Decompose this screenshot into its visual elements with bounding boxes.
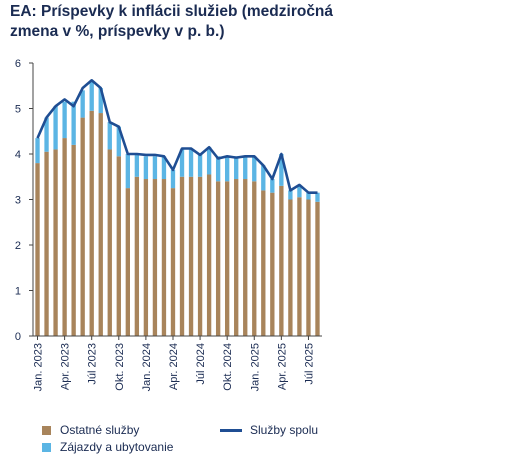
- x-tick-label: Júl 2024: [195, 343, 207, 385]
- bar-zajazdy: [252, 156, 257, 182]
- bar-ostatne: [288, 199, 293, 336]
- bar-ostatne: [243, 179, 248, 336]
- bar-zajazdy: [98, 88, 103, 114]
- y-tick-label: 0: [15, 331, 21, 343]
- bar-ostatne: [261, 190, 266, 336]
- bar-ostatne: [53, 149, 58, 336]
- bar-zajazdy: [35, 138, 40, 164]
- legend-item-spolu: Služby spolu: [220, 423, 318, 437]
- bar-zajazdy: [315, 192, 320, 202]
- bar-zajazdy: [215, 156, 221, 182]
- x-tick-label: Apr. 2024: [168, 343, 180, 390]
- bar-zajazdy: [288, 190, 293, 200]
- bar-zajazdy: [107, 122, 112, 150]
- bar-zajazdy: [234, 156, 239, 180]
- y-tick-label: 4: [15, 149, 21, 161]
- bar-zajazdy: [116, 126, 121, 157]
- bar-zajazdy: [261, 165, 266, 191]
- bar-zajazdy: [143, 156, 149, 180]
- bar-ostatne: [297, 197, 302, 336]
- bar-ostatne: [152, 179, 158, 336]
- line-series: [36, 79, 318, 194]
- legend-label-spolu: Služby spolu: [250, 423, 319, 437]
- bar-ostatne: [134, 176, 140, 336]
- bar-zajazdy: [134, 154, 140, 177]
- chart-title: EA: Príspevky k inflácii služieb (medzir…: [10, 3, 334, 40]
- bar-zajazdy: [80, 90, 85, 118]
- bar-ostatne: [215, 181, 221, 336]
- x-tick-label: Okt. 2024: [222, 343, 234, 391]
- y-tick-label: 5: [15, 104, 21, 116]
- x-tick-label: Jan. 2023: [33, 343, 45, 391]
- bar-zajazdy: [125, 154, 130, 189]
- bar-ostatne: [197, 176, 203, 336]
- bar-ostatne: [188, 176, 194, 336]
- legend-label-zajazdy: Zájazdy a ubytovanie: [60, 440, 174, 454]
- x-tick-label: Jan. 2024: [141, 343, 153, 391]
- bar-ostatne: [170, 188, 176, 336]
- bar-zajazdy: [188, 149, 194, 177]
- bar-ostatne: [279, 185, 284, 336]
- bar-ostatne: [107, 149, 112, 336]
- bar-ostatne: [252, 181, 257, 336]
- x-tick-label: Júl 2025: [303, 343, 315, 385]
- bar-zajazdy: [170, 169, 176, 189]
- legend-swatch-zajazdy: [42, 442, 51, 452]
- x-axis: Jan. 2023 Apr. 2023 Júl 2023 Okt. 2023 Jan. …: [33, 335, 322, 391]
- bar-ostatne: [270, 192, 275, 336]
- bar-zajazdy: [206, 147, 212, 175]
- bar-zajazdy: [152, 156, 158, 180]
- bar-zajazdy: [297, 185, 302, 198]
- bar-ostatne: [234, 179, 239, 336]
- bar-ostatne: [179, 176, 185, 336]
- bar-ostatne: [161, 179, 167, 336]
- bar-zajazdy: [225, 156, 230, 182]
- bar-zajazdy: [44, 117, 49, 152]
- bar-zajazdy: [179, 149, 185, 177]
- bar-ostatne: [89, 110, 94, 337]
- bar-ostatne: [143, 179, 149, 336]
- bar-zajazdy: [270, 179, 275, 193]
- bar-zajazdy: [197, 154, 203, 177]
- y-tick-label: 1: [15, 286, 21, 298]
- x-tick-label: Okt. 2023: [114, 343, 126, 391]
- x-tick-label: Apr. 2025: [276, 343, 288, 390]
- bar-ostatne: [98, 113, 103, 336]
- bar-ostatne: [35, 163, 40, 336]
- legend-item-zajazdy: Zájazdy a ubytovanie: [42, 440, 173, 454]
- bar-ostatne: [71, 144, 76, 336]
- y-tick-label: 2: [15, 240, 21, 252]
- bar-ostatne: [116, 156, 121, 336]
- bar-ostatne: [225, 181, 230, 336]
- bar-zajazdy: [89, 81, 94, 111]
- bar-zajazdy: [243, 156, 248, 180]
- bar-ostatne: [315, 201, 320, 336]
- x-tick-label: Apr. 2023: [60, 343, 72, 390]
- legend-item-ostatne: Ostatné služby: [42, 423, 139, 437]
- bar-zajazdy: [53, 106, 58, 150]
- bar-ostatne: [206, 174, 212, 336]
- bar-zajazdy: [279, 154, 284, 186]
- x-tick-label: Jan. 2025: [249, 343, 261, 391]
- bar-zajazdy: [71, 101, 76, 145]
- x-tick-label: Júl 2023: [87, 343, 99, 385]
- legend-swatch-spolu: [220, 428, 242, 432]
- bar-ostatne: [62, 138, 67, 336]
- bar-ostatne: [80, 117, 85, 336]
- y-tick-label: 3: [15, 195, 21, 207]
- bar-ostatne: [125, 188, 130, 336]
- y-axis: 0 1 2 3 4 5 6: [15, 58, 34, 343]
- bar-ostatne: [306, 199, 311, 336]
- legend-label-ostatne: Ostatné služby: [60, 423, 140, 437]
- legend-swatch-ostatne: [42, 425, 51, 435]
- bar-series: [35, 81, 320, 337]
- bar-zajazdy: [62, 101, 67, 139]
- bar-ostatne: [44, 151, 49, 336]
- line-sluzby-spolu: [36, 79, 318, 194]
- y-tick-label: 6: [15, 58, 21, 70]
- bar-zajazdy: [306, 192, 311, 200]
- bar-zajazdy: [161, 156, 167, 180]
